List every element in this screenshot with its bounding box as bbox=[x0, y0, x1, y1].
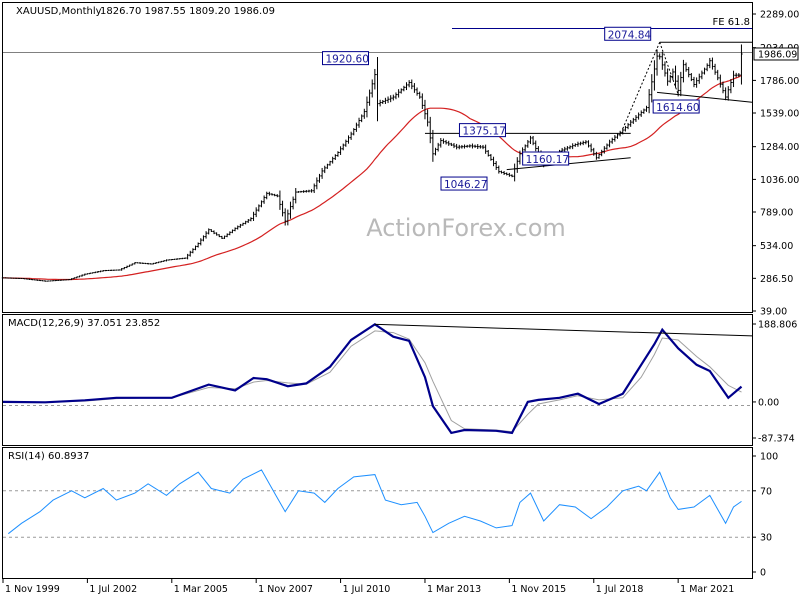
last-price-label: 1986.09 bbox=[758, 49, 797, 60]
price-tick-label: 39.00 bbox=[760, 307, 787, 318]
annotation-text: 1614.60 bbox=[656, 102, 699, 114]
annotation-box bbox=[322, 51, 369, 66]
rsi-tick-label: 100 bbox=[760, 452, 778, 463]
chart-frames bbox=[2, 2, 753, 579]
rsi-tick-label: 30 bbox=[760, 533, 772, 544]
annotation-text: 1160.17 bbox=[526, 154, 569, 166]
x-tick-label: 1 Mar 2005 bbox=[174, 584, 228, 595]
time-x-axis: 1 Nov 1999 1 Jul 2002 1 Mar 2005 1 Nov 2007… bbox=[2, 579, 734, 595]
annotation-text: 1920.60 bbox=[326, 54, 369, 66]
macd-panel-frame bbox=[2, 314, 753, 446]
price-tick-label: 789.00 bbox=[760, 208, 793, 219]
annotation-box bbox=[440, 176, 488, 191]
macd-title: MACD(12,26,9) 37.051 23.852 bbox=[8, 318, 160, 329]
rsi-tick-label: 70 bbox=[760, 486, 772, 497]
x-tick-label: 1 Nov 2015 bbox=[511, 584, 566, 595]
macd-y-axis: 188.806 0.00 -87.374 bbox=[752, 320, 797, 445]
x-tick-label: 1 Mar 2013 bbox=[427, 584, 481, 595]
price-annotation: 1046.27 bbox=[440, 176, 488, 191]
projection-line bbox=[659, 42, 679, 95]
price-tick-label: 286.50 bbox=[760, 274, 793, 285]
price-panel-frame bbox=[2, 2, 753, 313]
price-annotation: 2074.84 bbox=[604, 26, 652, 41]
ma-path bbox=[3, 74, 742, 281]
price-annotations: 2074.84 1920.60 1375.17 1046.27 1160.17 1614.… bbox=[322, 26, 700, 191]
rsi-y-axis: 100 70 30 0 bbox=[752, 452, 778, 579]
annotation-box bbox=[652, 99, 700, 114]
price-tick-label: 2289.00 bbox=[760, 10, 799, 21]
x-tick-label: 1 Nov 1999 bbox=[5, 584, 60, 595]
price-annotation: 1375.17 bbox=[458, 123, 506, 138]
rsi-line bbox=[7, 469, 742, 535]
x-tick-label: 1 Jul 2002 bbox=[89, 584, 137, 595]
annotation-text: 1046.27 bbox=[444, 179, 487, 191]
x-tick-label: 1 Mar 2021 bbox=[680, 584, 734, 595]
annotation-text: 2074.84 bbox=[608, 29, 652, 41]
rsi-series bbox=[3, 469, 752, 538]
price-series bbox=[1, 44, 743, 282]
x-tick-label: 1 Jul 2018 bbox=[596, 584, 644, 595]
annotation-text: 1375.17 bbox=[462, 126, 505, 138]
price-tick-label: 534.00 bbox=[760, 241, 793, 252]
x-tick-label: 1 Jul 2010 bbox=[343, 584, 391, 595]
price-annotation: 1160.17 bbox=[522, 151, 570, 166]
trendline bbox=[657, 91, 753, 103]
price-tick-label: 1539.00 bbox=[760, 109, 799, 120]
macd-trendline bbox=[374, 323, 753, 337]
level-label: FE 61.8 bbox=[712, 17, 750, 28]
rsi-panel-frame bbox=[2, 447, 753, 579]
watermark: ActionForex.com bbox=[366, 214, 566, 242]
macd-line bbox=[2, 322, 743, 435]
annotation-box bbox=[604, 26, 652, 41]
macd-tick-label: -87.374 bbox=[758, 434, 795, 445]
price-tick-label: 1036.00 bbox=[760, 175, 799, 186]
last-price-box bbox=[753, 47, 799, 61]
signal-line bbox=[2, 330, 742, 433]
price-tick-label: 1786.00 bbox=[760, 76, 799, 87]
price-annotation: 1920.60 bbox=[322, 51, 369, 66]
moving-average-line bbox=[3, 74, 742, 281]
x-tick-label: 1 Nov 2007 bbox=[258, 584, 313, 595]
macd-series bbox=[2, 322, 753, 435]
header-ohlc: 1826.70 1987.55 1809.20 1986.09 bbox=[100, 6, 275, 17]
rsi-tick-label: 0 bbox=[760, 568, 766, 579]
macd-tick-label: 188.806 bbox=[758, 320, 797, 331]
header-symbol: XAUUSD,Monthly bbox=[16, 6, 102, 17]
price-annotation: 1614.60 bbox=[652, 99, 700, 114]
price-trendlines bbox=[424, 41, 753, 171]
annotation-box bbox=[458, 123, 506, 138]
rsi-title: RSI(14) 60.8937 bbox=[8, 451, 89, 462]
price-tick-label: 1284.00 bbox=[760, 142, 799, 153]
macd-tick-label: 0.00 bbox=[758, 397, 779, 408]
last-price-marker: 1986.09 bbox=[753, 47, 799, 61]
annotation-box bbox=[522, 151, 570, 166]
